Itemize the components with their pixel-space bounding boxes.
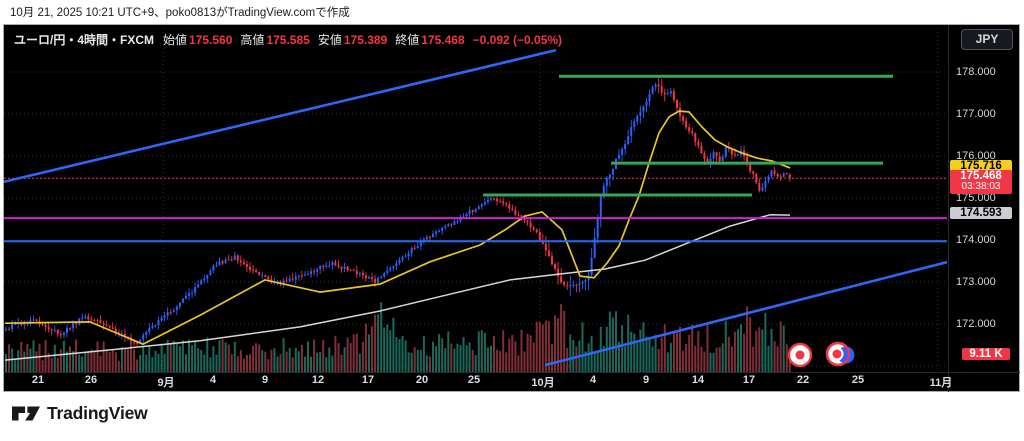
time-tick-label: 22: [796, 374, 810, 386]
symbol-title: ユーロ/円・4時間・FXCM: [14, 33, 155, 47]
price-tick-label: 175.000: [956, 191, 996, 204]
legend-field-終値: 終値 175.468: [395, 33, 465, 47]
candle-bodies-up: [5, 84, 785, 343]
time-tick-label: 25: [851, 374, 865, 386]
time-tick-label: 9: [642, 374, 650, 386]
time-tick-label: 17: [742, 374, 756, 386]
tradingview-logo-icon: [12, 406, 40, 421]
time-tick-label: 26: [84, 374, 98, 386]
time-tick-label: 14: [691, 374, 705, 386]
time-tick-label: 25: [467, 374, 481, 386]
legend-field-安値: 安値 175.389: [317, 33, 388, 47]
ma-fast-line: [4, 110, 791, 346]
candle-wicks-up: [5, 82, 785, 345]
volume-value-label: 9.11 K: [962, 348, 1010, 360]
time-tick-label: 17: [361, 374, 375, 386]
symbol-legend: ユーロ/円・4時間・FXCM 始値 175.560 高値 175.585 安値 175.38…: [14, 31, 562, 48]
time-tick-label: 11月: [929, 377, 953, 389]
trendline-upper-channel: [4, 48, 557, 184]
axis-separators: [4, 25, 1020, 392]
price-axis[interactable]: 178.000 177.000 176.000 175.000 174.000 173.0…: [948, 24, 1024, 392]
attribution-text: 10月 21, 2025 10:21 UTC+9、poko0813がTradin…: [10, 7, 350, 19]
volume-bars-up: [5, 302, 785, 372]
price-tick-label: 176.000: [956, 149, 996, 162]
horizontal-levels: [4, 74, 947, 243]
record-dot-blue-marker[interactable]: [825, 341, 855, 367]
time-tick-label: 21: [31, 374, 45, 386]
legend-field-始値: 始値 175.560: [163, 33, 233, 47]
time-tick-label: 9月: [157, 377, 175, 389]
drawing-markers[interactable]: [787, 341, 855, 368]
price-tick-label: 173.000: [956, 275, 996, 288]
tradingview-attribution-link[interactable]: TradingView: [12, 403, 148, 424]
time-tick-label: 20: [415, 374, 429, 386]
price-tick-label: 177.000: [956, 107, 996, 120]
price-tick-label: 174.000: [956, 233, 996, 246]
change-value: −0.092 (−0.05%): [472, 33, 563, 47]
price-tick-label: 172.000: [956, 317, 996, 330]
ma-fast-value-label: 175.716: [950, 159, 1012, 172]
last-price-label: 175.468 03:38:03: [950, 170, 1012, 195]
record-dot-marker[interactable]: [787, 342, 813, 368]
tradingview-logo-text: TradingView: [47, 403, 148, 423]
candle-bodies-down: [8, 84, 791, 344]
gridlines: [4, 28, 947, 372]
time-tick-label: 4: [589, 374, 597, 386]
time-tick-label: 10月: [531, 377, 555, 389]
trendline-lower-channel: [544, 260, 947, 367]
time-tick-label: 4: [209, 374, 217, 386]
ma-slow-value-label: 174.593: [950, 207, 1012, 220]
trendlines: [4, 48, 947, 367]
price-tick-label: 178.000: [956, 65, 996, 78]
currency-toggle-button[interactable]: JPY: [961, 29, 1013, 50]
legend-field-高値: 高値 175.585: [240, 33, 310, 47]
time-tick-label: 12: [311, 374, 325, 386]
ma-slow-line: [4, 214, 791, 361]
chart-background: [3, 24, 1020, 392]
time-tick-label: 9: [261, 374, 269, 386]
bar-countdown: 03:38:03: [961, 181, 1001, 193]
